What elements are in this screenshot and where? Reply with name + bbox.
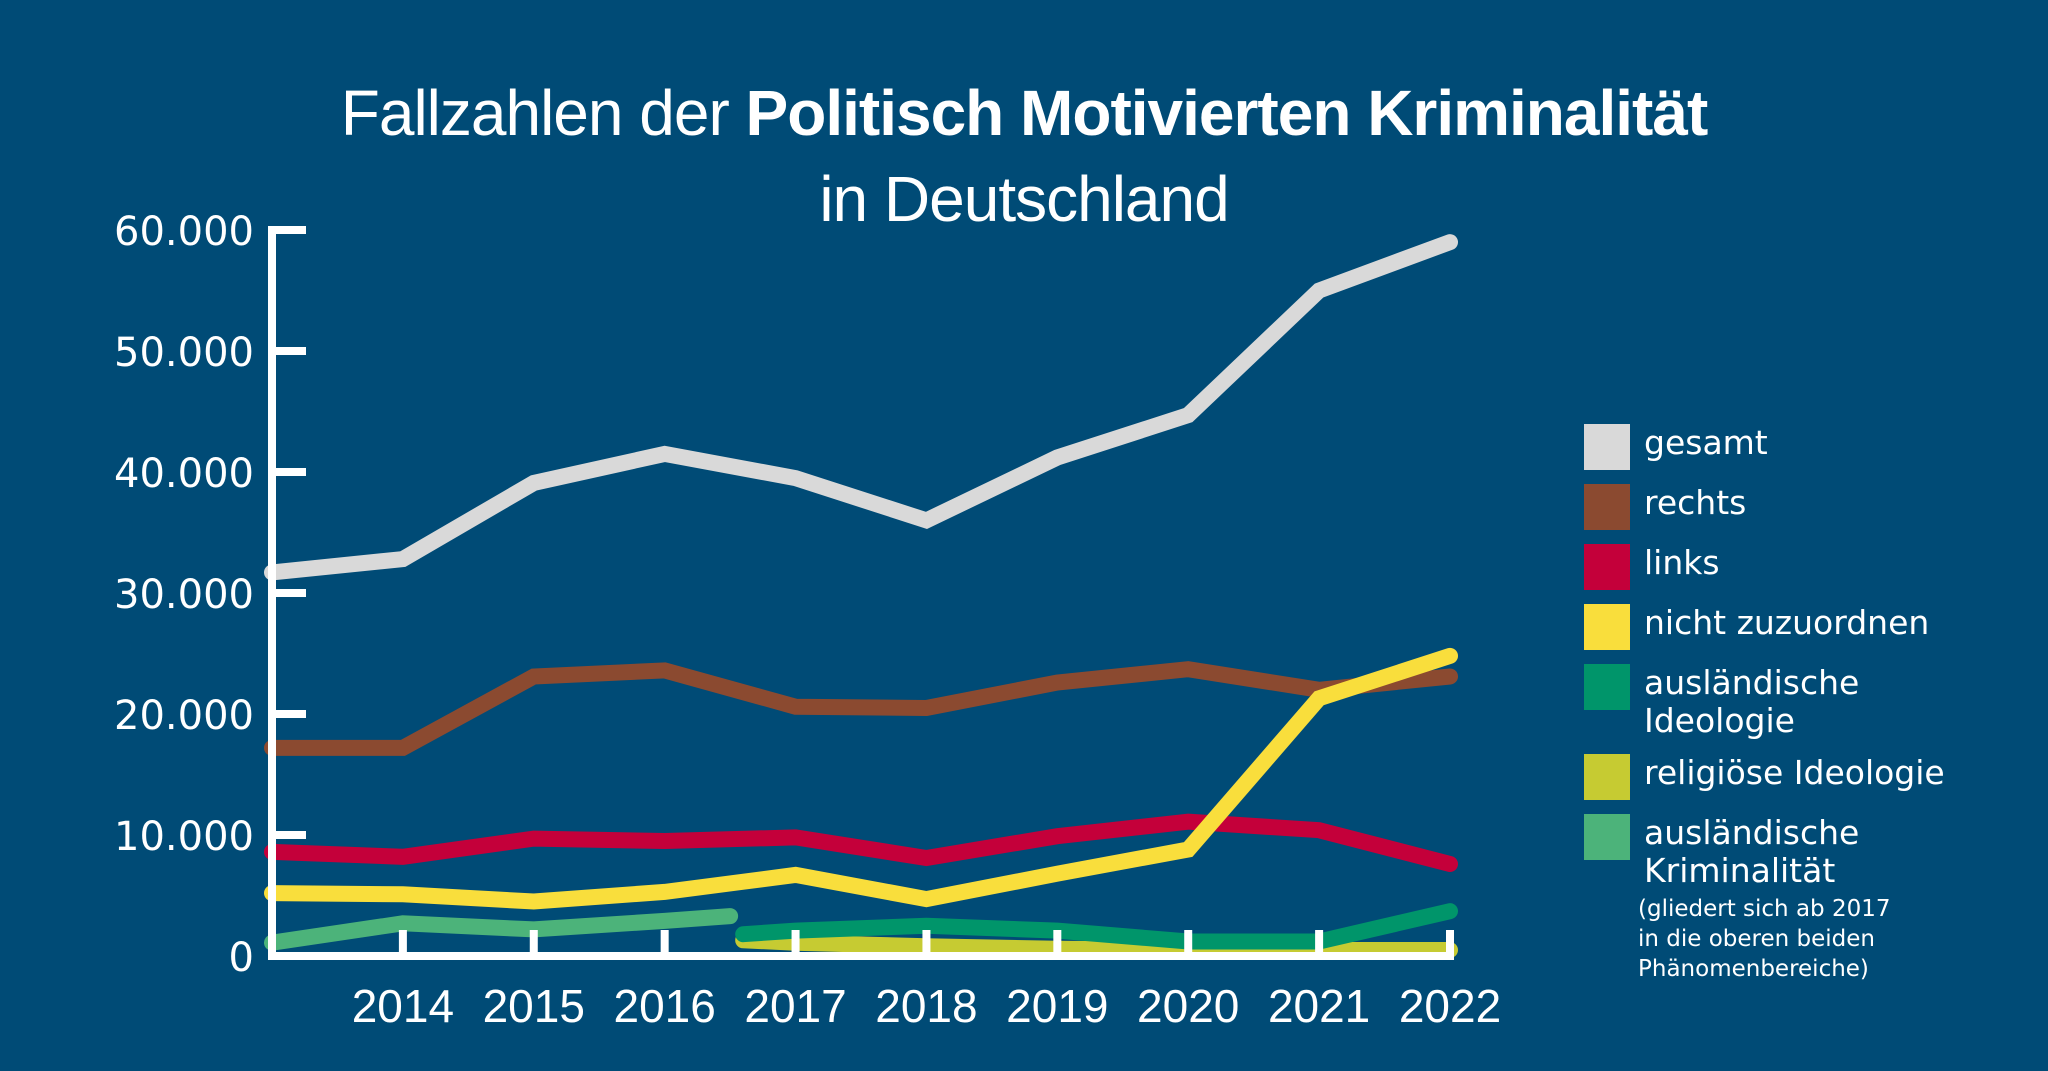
y-tick-label: 60.000 [114,209,254,255]
title-prefix: Fallzahlen der [340,77,746,149]
y-tick-label: 40.000 [114,451,254,497]
legend-swatch-auslaendische-ideologie [1584,664,1630,710]
title-bold: Politisch Motivierten Kriminalität [745,77,1709,149]
legend-item-nicht-zuzuordnen: nicht zuzuordnen [1584,604,2024,650]
y-tick-label: 20.000 [114,693,254,739]
x-tick-label: 2018 [875,980,977,1032]
y-tick-label: 10.000 [114,814,254,860]
x-tick-label: 2017 [744,980,846,1032]
axis-layer: 0 10.000 20.000 30.000 40.000 50.000 60.000 201… [114,209,1501,1032]
x-tick-label: 2019 [1006,980,1108,1032]
legend-footnote: (gliedert sich ab 2017 in die oberen bei… [1638,894,1890,984]
legend-label: links [1644,543,1720,582]
legend-label: rechts [1644,483,1747,522]
legend-label-line1: ausländische [1644,813,1860,852]
legend-note-line2: in die oberen beiden [1638,926,1876,952]
legend-item-religioese-ideologie: religiöse Ideologie [1584,754,2024,800]
x-tick-label: 2020 [1137,980,1239,1032]
chart-title: Fallzahlen der Politisch Motivierten Kri… [0,70,2048,242]
x-tick-label: 2015 [483,980,585,1032]
x-tick-label: 2022 [1399,980,1501,1032]
legend-item-links: links [1584,544,2024,590]
legend-item-gesamt: gesamt [1584,424,2024,470]
series-line-rechts [264,661,1458,756]
legend-item-auslaendische-kriminalitaet: ausländische Kriminalität (gliedert sich… [1584,814,2024,984]
legend-label: religiöse Ideologie [1644,753,1945,792]
series-line-auslaendische-kriminalitaet [264,908,739,951]
legend-item-rechts: rechts [1584,484,2024,530]
legend-label-line2: Kriminalität [1644,851,1836,890]
x-tick-label: 2016 [613,980,715,1032]
legend-label: gesamt [1644,423,1768,462]
legend: gesamt rechts links nicht zuzuordnen aus… [1584,424,2024,998]
legend-label: ausländische Kriminalität (gliedert sich… [1638,813,1890,984]
legend-swatch-links [1584,544,1630,590]
series-layer [264,234,1458,958]
y-tick-label: 30.000 [114,572,254,618]
y-tick-label: 50.000 [114,330,254,376]
legend-swatch-nicht-zuzuordnen [1584,604,1630,650]
legend-swatch-religioese-ideologie [1584,754,1630,800]
legend-swatch-auslaendische-kriminalitaet [1584,814,1630,860]
x-tick-label: 2021 [1268,980,1370,1032]
title-line2: in Deutschland [819,163,1229,235]
legend-swatch-gesamt [1584,424,1630,470]
legend-note-line1: (gliedert sich ab 2017 [1638,896,1891,922]
legend-label: ausländische Ideologie [1644,664,1859,740]
series-line-gesamt [264,234,1458,581]
series-line-links [264,813,1458,872]
legend-label-line2: Ideologie [1644,701,1795,740]
legend-note-line3: Phänomenbereiche) [1638,956,1869,982]
y-tick-label: 0 [229,935,254,981]
series-line-nicht-zuzuordnen [264,647,1458,910]
legend-label-line1: ausländische [1644,663,1860,702]
legend-swatch-rechts [1584,484,1630,530]
legend-item-auslaendische-ideologie: ausländische Ideologie [1584,664,2024,740]
legend-label: nicht zuzuordnen [1644,603,1930,642]
x-tick-label: 2014 [352,980,454,1032]
